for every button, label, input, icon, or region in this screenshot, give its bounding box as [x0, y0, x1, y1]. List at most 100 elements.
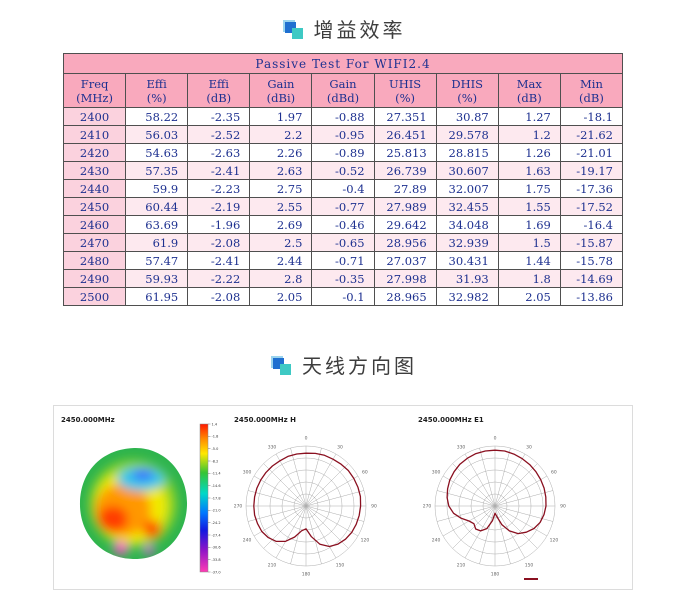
value-cell: 59.93 [125, 269, 189, 288]
table-row: 2450 60.44 -2.19 2.55 -0.77 27.989 32.455 1.55-… [62, 197, 624, 216]
value-cell: 2.55 [249, 197, 313, 216]
degree-label: 330 [457, 445, 466, 451]
value-cell: -17.52 [559, 197, 624, 216]
value-cell: 56.03 [125, 125, 189, 144]
icon-square-blue [284, 21, 296, 33]
value-cell: 57.35 [125, 161, 189, 180]
colorbar-tick-label: -11.4 [212, 472, 222, 476]
icon-square-teal [291, 27, 303, 39]
table-row: 2500 61.95 -2.08 2.05 -0.1 28.965 32.982 2.05 -1… [62, 287, 624, 306]
value-cell: 58.22 [125, 107, 189, 126]
value-cell: 61.95 [125, 287, 189, 306]
value-cell: -2.19 [187, 197, 251, 216]
value-cell: -14.69 [559, 269, 624, 288]
value-cell: 2.26 [249, 143, 313, 162]
value-cell: 1.26 [497, 143, 561, 162]
column-header: Effi (dB) [187, 73, 251, 108]
value-cell: 2.44 [249, 251, 313, 270]
value-cell: 32.939 [435, 233, 499, 252]
degree-label: 150 [336, 563, 345, 569]
polar-plot-e: 0 30 60 90 120 150 180 210 240 270 300 330 [423, 436, 566, 578]
freq-cell: 2460 [62, 215, 127, 234]
value-cell: -1.96 [187, 215, 251, 234]
degree-label: 120 [550, 538, 559, 544]
colorbar-tick-label: -24.2 [212, 521, 221, 525]
value-cell: -0.71 [311, 251, 375, 270]
degree-label: 300 [243, 470, 252, 476]
value-cell: 2.2 [249, 125, 313, 144]
freq-cell: 2470 [62, 233, 127, 252]
freq-cell: 2500 [62, 287, 127, 306]
value-cell: 63.69 [125, 215, 189, 234]
value-cell: -0.89 [311, 143, 375, 162]
degree-label: 240 [432, 538, 441, 544]
degree-label: 300 [432, 470, 441, 476]
colorbar-tick-label: -27.4 [212, 533, 222, 537]
polar-plot-h: 0 30 60 90 120 150 180 210 240 270 300 330 [234, 436, 377, 578]
degree-label: 150 [525, 563, 534, 569]
radiation-blob [79, 447, 188, 560]
value-cell: 28.815 [435, 143, 499, 162]
column-header: UHIS (%) [373, 73, 437, 108]
degree-label: 180 [491, 572, 500, 578]
value-cell: -19.17 [559, 161, 624, 180]
value-cell: -2.41 [187, 251, 251, 270]
value-cell: -2.23 [187, 179, 251, 198]
value-cell: -0.35 [311, 269, 375, 288]
value-cell: -15.87 [559, 233, 624, 252]
value-cell: 28.965 [373, 287, 437, 306]
colorbar-tick-label: -5.0 [212, 447, 219, 451]
value-cell: 59.9 [125, 179, 189, 198]
degree-label: 0 [305, 436, 308, 442]
value-cell: 30.87 [435, 107, 499, 126]
degree-label: 180 [302, 572, 311, 578]
column-header: Freq (MHz) [62, 73, 127, 108]
colorbar-tick-label: -33.8 [212, 558, 221, 562]
value-cell: 34.048 [435, 215, 499, 234]
radiation-pattern-curve [253, 452, 362, 548]
value-cell: -2.41 [187, 161, 251, 180]
value-cell: -0.65 [311, 233, 375, 252]
value-cell: -0.88 [311, 107, 375, 126]
column-header: Min (dB) [559, 73, 624, 108]
value-cell: -21.01 [559, 143, 624, 162]
degree-label: 90 [560, 504, 566, 510]
degree-label: 60 [362, 470, 368, 476]
table-row: 2410 56.03 -2.52 2.2 -0.95 26.451 29.578 1.2 -21… [62, 125, 624, 144]
value-cell: 2.05 [497, 287, 561, 306]
value-cell: -2.22 [187, 269, 251, 288]
freq-cell: 2450 [62, 197, 127, 216]
icon-square-blue [273, 357, 284, 369]
freq-cell: 2410 [62, 125, 127, 144]
overlapping-squares-icon [281, 17, 305, 41]
column-header: Max (dB) [497, 73, 561, 108]
value-cell: 1.69 [497, 215, 561, 234]
value-cell: 30.431 [435, 251, 499, 270]
value-cell: 27.351 [373, 107, 437, 126]
value-cell: 30.607 [435, 161, 499, 180]
freq-cell: 2400 [62, 107, 127, 126]
table-title: Passive Test For WIFI2.4 [63, 53, 623, 74]
value-cell: 1.63 [497, 161, 561, 180]
value-cell: 2.75 [249, 179, 313, 198]
degree-label: 240 [243, 538, 252, 544]
value-cell: 32.982 [435, 287, 499, 306]
value-cell: 1.2 [497, 125, 561, 144]
colorbar-tick-label: -30.6 [212, 546, 221, 550]
value-cell: -0.46 [311, 215, 375, 234]
degree-label: 0 [494, 436, 497, 442]
table-row: 2400 58.22 -2.35 1.97 -0.88 27.351 30.87 1.27 -1… [62, 107, 624, 126]
value-cell: 27.037 [373, 251, 437, 270]
polar-e-label: 2450.000MHz E1 [418, 416, 484, 424]
section-title-antenna-pattern: 天线方向图 [302, 354, 417, 378]
value-cell: -0.4 [311, 179, 375, 198]
column-header: Gain (dBd) [311, 73, 375, 108]
value-cell: -0.95 [311, 125, 375, 144]
degree-label: 60 [551, 470, 557, 476]
colorbar-tick-label: -14.6 [212, 484, 221, 488]
degree-label: 90 [371, 504, 377, 510]
colorbar-tick-label: -37.0 [212, 570, 221, 574]
degree-label: 120 [361, 538, 370, 544]
colorbar-ticks: 1.4 -1.8 -5.0 -8.2 -11.4 -14.6 -17.8 -21.0 -24.2… [208, 422, 221, 574]
value-cell: 2.63 [249, 161, 313, 180]
